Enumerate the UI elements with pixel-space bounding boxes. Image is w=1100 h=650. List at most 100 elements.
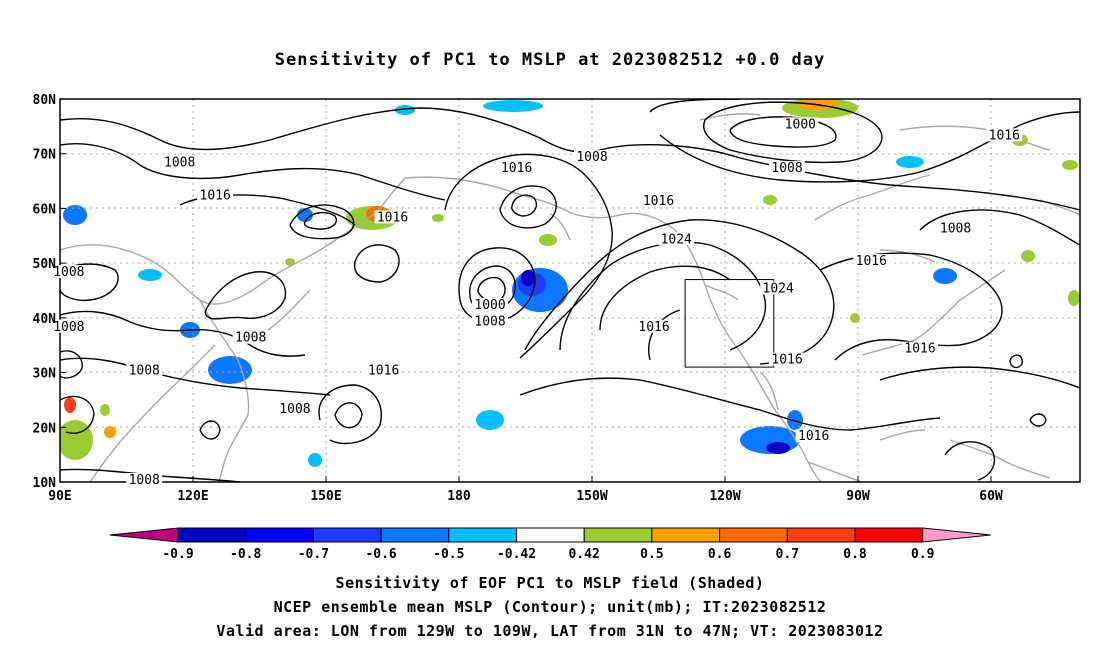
lon-tick-label: 120W <box>709 489 740 504</box>
map-frame <box>59 98 1081 483</box>
lon-tick-label: 150W <box>576 489 607 504</box>
contour-label: 1008 <box>940 221 971 236</box>
caption-line-3: Valid area: LON from 129W to 109W, LAT f… <box>216 622 884 640</box>
contour-label: 1000 <box>474 298 505 313</box>
lat-tick-label: 80N <box>33 93 57 108</box>
colorbar-segment <box>854 527 924 543</box>
contour-label-bg <box>902 341 939 355</box>
contour-label-bg <box>161 155 198 169</box>
colorbar-label: -0.9 <box>162 547 193 562</box>
contour-label: 1000 <box>785 117 816 132</box>
contour-label: 1016 <box>856 254 887 269</box>
contour-label-bg <box>50 319 87 333</box>
lon-tick-label: 90E <box>48 489 71 504</box>
contour-label: 1008 <box>53 320 84 335</box>
contour-label: 1024 <box>763 282 794 297</box>
lat-tick-label: 40N <box>33 312 57 327</box>
contour-label-bg <box>769 352 806 366</box>
colorbar-segment <box>448 527 517 543</box>
colorbar-segment <box>786 527 856 543</box>
contour-label-bg <box>232 330 269 344</box>
contour-label: 1016 <box>377 210 408 225</box>
contour-label-bg <box>472 297 509 311</box>
contour-label-bg <box>986 128 1023 142</box>
colorbar-label: 0.8 <box>843 547 867 562</box>
colorbar: -0.9 -0.8 -0.7 -0.6 -0.5 -0.42 0.42 0.5 0.6 0.7 0.… <box>109 527 991 562</box>
contour-label-bg <box>937 221 974 235</box>
colorbar-label: 0.42 <box>569 547 600 562</box>
contour-label-bg <box>640 193 677 207</box>
contour-label-bg <box>276 401 313 415</box>
lat-tick-label: 20N <box>33 421 57 436</box>
contour-label-bg <box>126 473 163 486</box>
contour-label: 1024 <box>661 232 692 247</box>
contour-label-bg <box>658 232 695 246</box>
colorbar-label: -0.5 <box>433 547 464 562</box>
contour-labels: 1008 1016 1008 1008 1008 1008 1008 1008 1016 1016… <box>50 117 1023 488</box>
lat-tick-label: 50N <box>33 257 57 272</box>
contour-label: 1016 <box>368 364 399 379</box>
colorbar-label: -0.8 <box>230 547 261 562</box>
contour-label-bg <box>197 188 234 202</box>
contour-label-bg <box>126 363 163 377</box>
lon-tick-label: 150E <box>310 489 341 504</box>
colorbar-segment <box>380 527 450 543</box>
contour-label-bg <box>50 265 87 279</box>
colorbar-segment <box>719 527 788 543</box>
contour-label-bg <box>574 150 610 164</box>
contour-label-bg <box>472 314 509 328</box>
lon-tick-label: 60W <box>979 489 1003 504</box>
colorbar-segment <box>651 527 721 543</box>
lat-tick-label: 60N <box>33 202 57 217</box>
contour-label: 1016 <box>643 194 674 209</box>
contour-label: 1016 <box>798 429 829 444</box>
valid-area-box <box>684 279 775 368</box>
contour-label: 1008 <box>576 150 607 165</box>
lat-tick-label: 30N <box>33 367 57 382</box>
lat-tick-label: 10N <box>33 476 57 491</box>
colorbar-segment <box>245 527 314 543</box>
contour-label-bg <box>498 161 535 175</box>
colorbar-segment <box>516 527 585 543</box>
axis-tick-labels: 90E 120E 150E 180 150W 120W 90W 60W 80N 70N 60N 50N… <box>33 93 1003 504</box>
contour-label: 1008 <box>129 364 160 379</box>
contour-label: 1008 <box>279 402 310 417</box>
colorbar-label: 0.5 <box>640 547 663 562</box>
mslp-contours <box>60 99 1080 482</box>
colorbar-segment <box>312 527 382 543</box>
contour-label-bg <box>365 363 402 377</box>
contour-label: 1008 <box>771 161 802 176</box>
colorbar-min-arrow <box>109 527 179 543</box>
lat-tick-label: 70N <box>33 148 57 163</box>
colorbar-label: -0.7 <box>298 547 329 562</box>
lon-tick-label: 180 <box>447 489 471 504</box>
caption-line-1: Sensitivity of EOF PC1 to MSLP field (Sh… <box>335 574 765 592</box>
colorbar-label: -0.42 <box>497 547 536 562</box>
caption-line-2: NCEP ensemble mean MSLP (Contour); unit(… <box>273 598 827 616</box>
contour-label-bg <box>795 429 832 443</box>
lon-tick-label: 90W <box>846 489 870 504</box>
colorbar-label: -0.6 <box>365 547 396 562</box>
contour-label: 1008 <box>53 265 84 280</box>
contour-label: 1016 <box>501 161 532 176</box>
colorbar-label: 0.9 <box>911 547 934 562</box>
colorbar-label: 0.7 <box>776 547 799 562</box>
colorbar-segment <box>583 527 653 543</box>
contour-label: 1008 <box>235 331 266 346</box>
colorbar-label: 0.6 <box>708 547 732 562</box>
contour-label: 1016 <box>638 320 669 335</box>
contour-label: 1016 <box>200 188 231 203</box>
colorbar-segment <box>177 527 247 543</box>
contour-label: 1008 <box>164 156 195 171</box>
contour-label-bg <box>374 210 411 224</box>
contour-label: 1016 <box>989 128 1020 143</box>
contour-label-bg <box>769 161 806 175</box>
contour-label-bg <box>782 117 819 131</box>
contour-label: 1016 <box>771 353 802 368</box>
contour-label-bg <box>636 319 673 333</box>
lon-tick-label: 120E <box>177 489 208 504</box>
contour-label-bg <box>760 281 797 295</box>
map-title: Sensitivity of PC1 to MSLP at 2023082512… <box>274 50 826 70</box>
colorbar-max-arrow <box>922 527 991 543</box>
